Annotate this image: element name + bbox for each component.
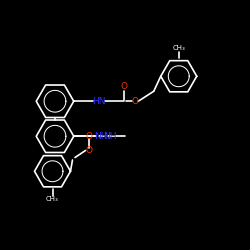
Text: NH: NH [103,132,117,141]
Text: O: O [132,97,138,106]
Text: NH: NH [94,132,108,141]
Text: O: O [85,132,92,141]
Text: HN: HN [92,97,106,106]
Text: CH₃: CH₃ [46,196,59,202]
Text: O: O [120,82,127,91]
Text: O: O [85,146,92,155]
Text: CH₃: CH₃ [172,45,185,51]
